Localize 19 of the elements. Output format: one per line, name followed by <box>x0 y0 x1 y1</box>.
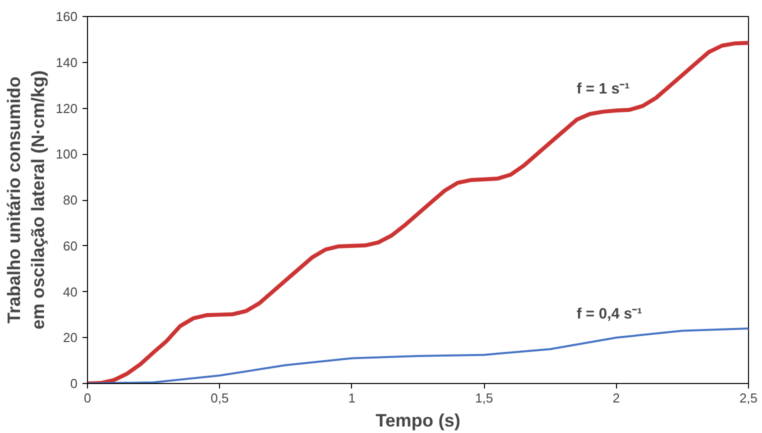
y-tick-label: 0 <box>70 376 78 391</box>
annotation: f = 1 s⁻¹ <box>576 80 630 98</box>
y-axis-title: Trabalho unitário consumido em oscilação lateral (N·cm/kg) <box>4 70 48 330</box>
x-tick-label: 1,5 <box>475 390 494 406</box>
x-axis-title: Tempo (s) <box>376 410 460 430</box>
x-tick-label: 0 <box>84 390 92 406</box>
x-tick-label: 1 <box>348 390 356 406</box>
y-tick-label: 120 <box>56 100 78 116</box>
y-tick-label: 40 <box>63 284 78 300</box>
y-tick-label: 160 <box>56 9 78 24</box>
y-tick-label: 60 <box>63 238 78 254</box>
y-tick-label: 140 <box>56 54 78 70</box>
y-tick-label: 20 <box>63 330 78 346</box>
annotation: f = 0,4 s⁻¹ <box>576 306 642 323</box>
x-tick-label: 0,5 <box>210 390 229 406</box>
x-tick-label: 2,5 <box>739 390 758 406</box>
y-tick-label: 80 <box>63 192 78 208</box>
y-tick-label: 100 <box>56 146 78 162</box>
x-tick-label: 2 <box>612 390 620 406</box>
